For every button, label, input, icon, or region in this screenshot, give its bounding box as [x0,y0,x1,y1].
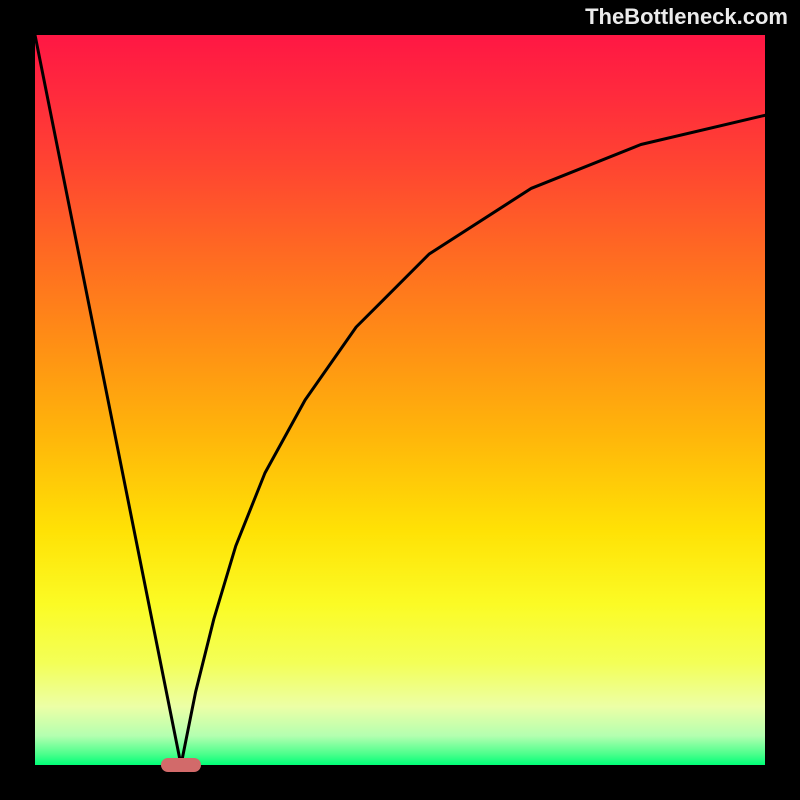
watermark-text: TheBottleneck.com [585,4,788,30]
chart-plot-area [35,35,765,765]
chart-svg [35,35,765,765]
minimum-marker [161,758,201,773]
chart-background [35,35,765,765]
